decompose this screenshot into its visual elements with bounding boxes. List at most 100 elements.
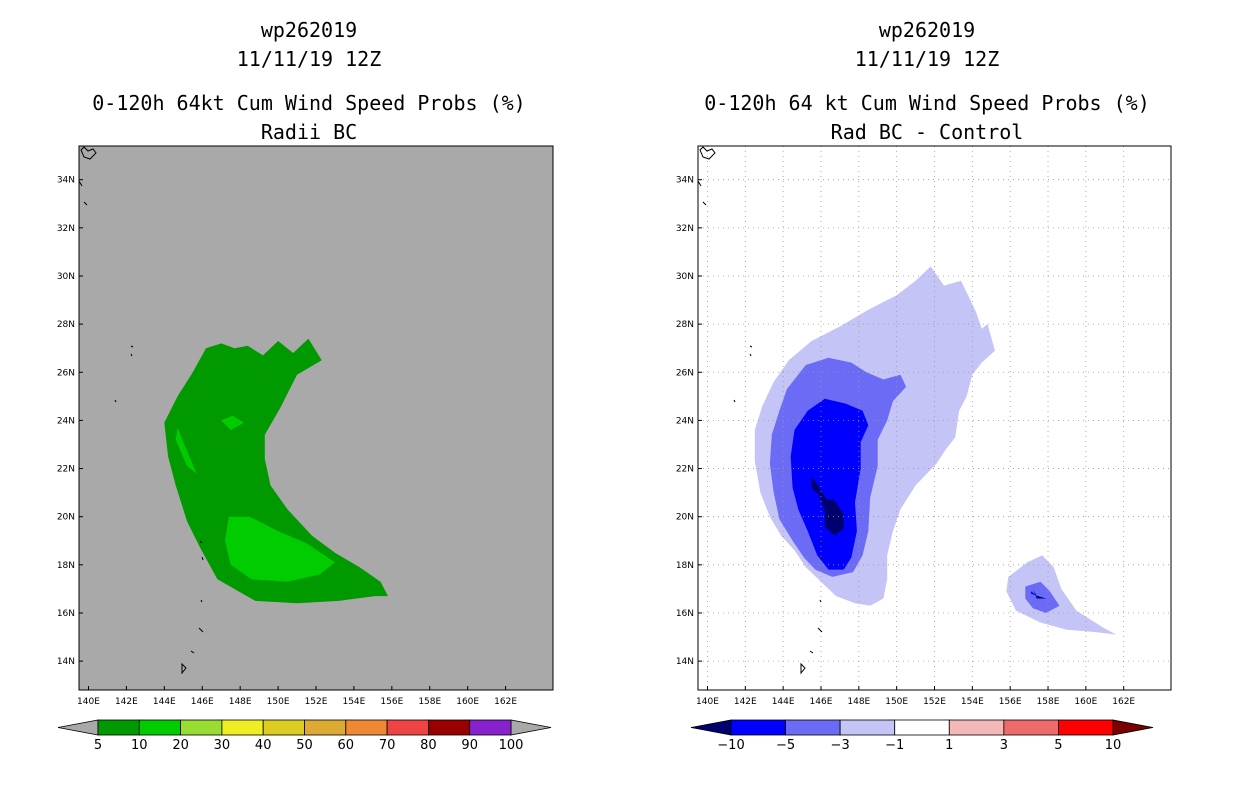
x-tick-label: 154E	[961, 697, 984, 707]
contour-region-7	[1032, 588, 1047, 599]
date-label: 11/11/19 12Z	[237, 47, 382, 71]
y-tick-label: 34N	[676, 176, 694, 186]
map-background	[79, 146, 553, 690]
x-tick-label: 158E	[1037, 697, 1060, 707]
colorbar-swatch	[304, 719, 347, 736]
storm-id: wp262019	[879, 18, 975, 42]
y-tick-label: 16N	[57, 609, 75, 619]
y-tick-label: 24N	[676, 416, 694, 426]
colorbar-label: 60	[338, 738, 355, 753]
colorbar-swatch	[469, 719, 512, 736]
coastline-daito	[733, 345, 753, 403]
coastline-marianas	[181, 540, 204, 675]
y-tick-label: 20N	[57, 513, 75, 523]
colorbar-swatch	[221, 719, 264, 736]
panel-radii-bc: wp262019 11/11/19 12Z 0-120h 64kt Cum Wi…	[57, 18, 554, 753]
y-tick-label: 20N	[676, 513, 694, 523]
y-tick-label: 32N	[676, 224, 694, 234]
contour-region-1	[1006, 555, 1117, 635]
contour-regions	[164, 338, 388, 604]
colorbar-low-end	[690, 719, 732, 736]
x-tick-label: 148E	[847, 697, 870, 707]
colorbar-swatch	[345, 719, 388, 736]
gridlines	[698, 146, 1171, 690]
colorbar: −10 −5 −3 −1 1 3 5 10	[690, 719, 1154, 753]
colorbar-label: −3	[831, 738, 850, 753]
colorbar-label: −1	[885, 738, 904, 753]
y-tick-label: 14N	[676, 657, 694, 667]
colorbar-swatch	[894, 719, 950, 736]
x-tick-label: 142E	[734, 697, 757, 707]
x-tick-label: 140E	[77, 697, 100, 707]
x-tick-label: 162E	[494, 697, 517, 707]
chart-title: 0-120h 64 kt Cum Wind Speed Probs (%)	[704, 91, 1150, 115]
x-tick-label: 142E	[115, 697, 138, 707]
colorbar-swatch	[386, 719, 429, 736]
colorbar-label: −10	[717, 738, 744, 753]
y-tick-label: 18N	[676, 561, 694, 571]
colorbar-high-end	[510, 719, 552, 736]
coastline-honshu	[699, 146, 716, 160]
y-tick-label: 28N	[57, 320, 75, 330]
colorbar-high-end	[1112, 719, 1154, 736]
chart-title: 0-120h 64kt Cum Wind Speed Probs (%)	[92, 91, 525, 115]
x-tick-label: 144E	[153, 697, 176, 707]
contour-regions	[754, 266, 1117, 635]
y-tick-label: 32N	[57, 224, 75, 234]
y-tick-label: 18N	[57, 561, 75, 571]
contour-region-3	[221, 415, 244, 430]
colorbar-swatch	[948, 719, 1005, 736]
colorbar-low-end	[57, 719, 99, 736]
colorbar-swatch	[785, 719, 841, 736]
x-tick-label: 152E	[305, 697, 328, 707]
coastline-honshu	[80, 146, 97, 160]
y-tick-label: 28N	[676, 320, 694, 330]
axes: 140E 142E 144E 146E 148E 150E 152E 154E 156E 158E…	[676, 176, 1136, 707]
chart-subtitle: Radii BC	[261, 120, 357, 144]
x-tick-label: 160E	[1074, 697, 1097, 707]
y-tick-label: 30N	[57, 272, 75, 282]
x-tick-label: 146E	[810, 697, 833, 707]
date-label: 11/11/19 12Z	[855, 47, 1000, 71]
y-tick-label: 22N	[57, 465, 75, 475]
colorbar-swatch	[180, 719, 223, 736]
x-tick-label: 144E	[772, 697, 795, 707]
colorbar-swatch	[262, 719, 305, 736]
axes: 140E 142E 144E 146E 148E 150E 152E 154E 156E 158E…	[57, 176, 518, 707]
contour-region-1	[225, 516, 335, 582]
x-tick-label: 158E	[418, 697, 441, 707]
storm-id: wp262019	[261, 18, 357, 42]
colorbar-label: 3	[1000, 738, 1008, 753]
colorbar-swatch	[97, 719, 140, 736]
colorbar-label: 20	[172, 738, 189, 753]
colorbar-label: 30	[214, 738, 231, 753]
colorbar-label: 50	[296, 738, 313, 753]
y-tick-label: 16N	[676, 609, 694, 619]
colorbar-label: 40	[255, 738, 272, 753]
colorbar-swatch	[138, 719, 182, 736]
x-tick-label: 162E	[1112, 697, 1135, 707]
colorbar-label: 100	[499, 738, 524, 753]
colorbar-swatch	[839, 719, 896, 736]
colorbar-label: 1	[945, 738, 953, 753]
contour-region-4	[790, 398, 869, 570]
x-tick-label: 154E	[342, 697, 365, 707]
contour-region-0	[164, 338, 388, 604]
colorbar-label: 70	[379, 738, 396, 753]
colorbar-label: −5	[776, 738, 795, 753]
x-tick-label: 150E	[885, 697, 908, 707]
y-tick-label: 14N	[57, 657, 75, 667]
colorbar-label: 5	[94, 738, 102, 753]
x-tick-label: 156E	[999, 697, 1022, 707]
x-tick-label: 148E	[229, 697, 252, 707]
y-tick-label: 30N	[676, 272, 694, 282]
x-tick-label: 156E	[380, 697, 403, 707]
chart-subtitle: Rad BC - Control	[831, 120, 1024, 144]
y-tick-label: 22N	[676, 465, 694, 475]
contour-region-6	[811, 475, 844, 536]
coastline-daito	[114, 345, 134, 403]
x-tick-label: 150E	[267, 697, 290, 707]
contour-region-2	[175, 427, 197, 474]
y-tick-label: 26N	[676, 368, 694, 378]
